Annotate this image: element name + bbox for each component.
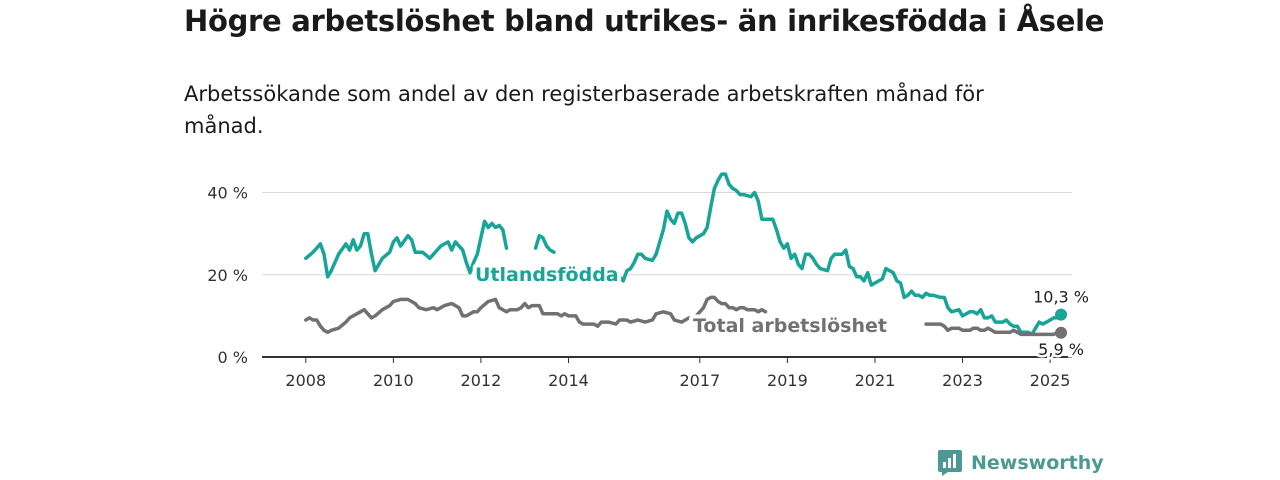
- y-axis: 0 % 20 % 40 %: [207, 184, 248, 367]
- bar-chart-speech-bubble-icon: [938, 450, 962, 476]
- series-label-total: Total arbetslöshet: [693, 315, 887, 337]
- series-line-total: [924, 322, 1063, 337]
- x-tick-label: 2012: [461, 371, 502, 390]
- series-labels: Utlandsfödda Total arbetslöshet 10,3 % 5,9 …: [471, 260, 1089, 362]
- grid: [262, 192, 1072, 358]
- x-tick-label: 2010: [373, 371, 414, 390]
- x-tick-label: 2025: [1030, 371, 1071, 390]
- series-label-utlandsfodda: Utlandsfödda: [475, 264, 619, 286]
- x-tick-label: 2014: [548, 371, 589, 390]
- series-line-utlandsfodda: [533, 233, 556, 254]
- chart-title: Högre arbetslöshet bland utrikes- än inr…: [184, 4, 1105, 38]
- end-point-utlandsfodda: [1055, 308, 1068, 321]
- y-tick-label: 40 %: [207, 184, 248, 203]
- x-tick-label: 2023: [942, 371, 983, 390]
- x-tick-label: 2021: [855, 371, 896, 390]
- brand-name: Newsworthy: [971, 452, 1104, 474]
- y-tick-label: 0 %: [218, 348, 248, 367]
- end-label-total: 5,9 %: [1038, 340, 1084, 359]
- x-axis: 2008 2010 2012 2014 2017 2019 2021 2023 2025: [285, 357, 1070, 390]
- brand-logo: Newsworthy: [937, 448, 1104, 478]
- x-tick-label: 2008: [285, 371, 326, 390]
- series-line-utlandsfodda: [304, 219, 509, 279]
- y-tick-label: 20 %: [207, 266, 248, 285]
- chart-subtitle: Arbetssökande som andel av den registerb…: [184, 82, 984, 138]
- x-tick-label: 2017: [679, 371, 720, 390]
- end-label-utlandsfodda: 10,3 %: [1033, 288, 1089, 307]
- series-line-total: [304, 295, 768, 335]
- end-point-total: [1055, 326, 1068, 339]
- series-lines: [304, 172, 1068, 339]
- x-tick-label: 2019: [767, 371, 808, 390]
- series-line-utlandsfodda: [617, 172, 1063, 337]
